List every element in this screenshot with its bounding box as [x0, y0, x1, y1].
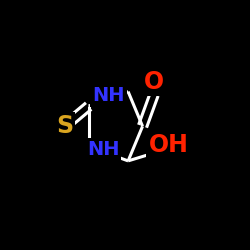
Text: OH: OH [148, 134, 188, 158]
Text: NH: NH [92, 86, 125, 105]
Text: NH: NH [87, 140, 119, 159]
Text: S: S [56, 114, 73, 138]
Text: O: O [144, 70, 164, 94]
